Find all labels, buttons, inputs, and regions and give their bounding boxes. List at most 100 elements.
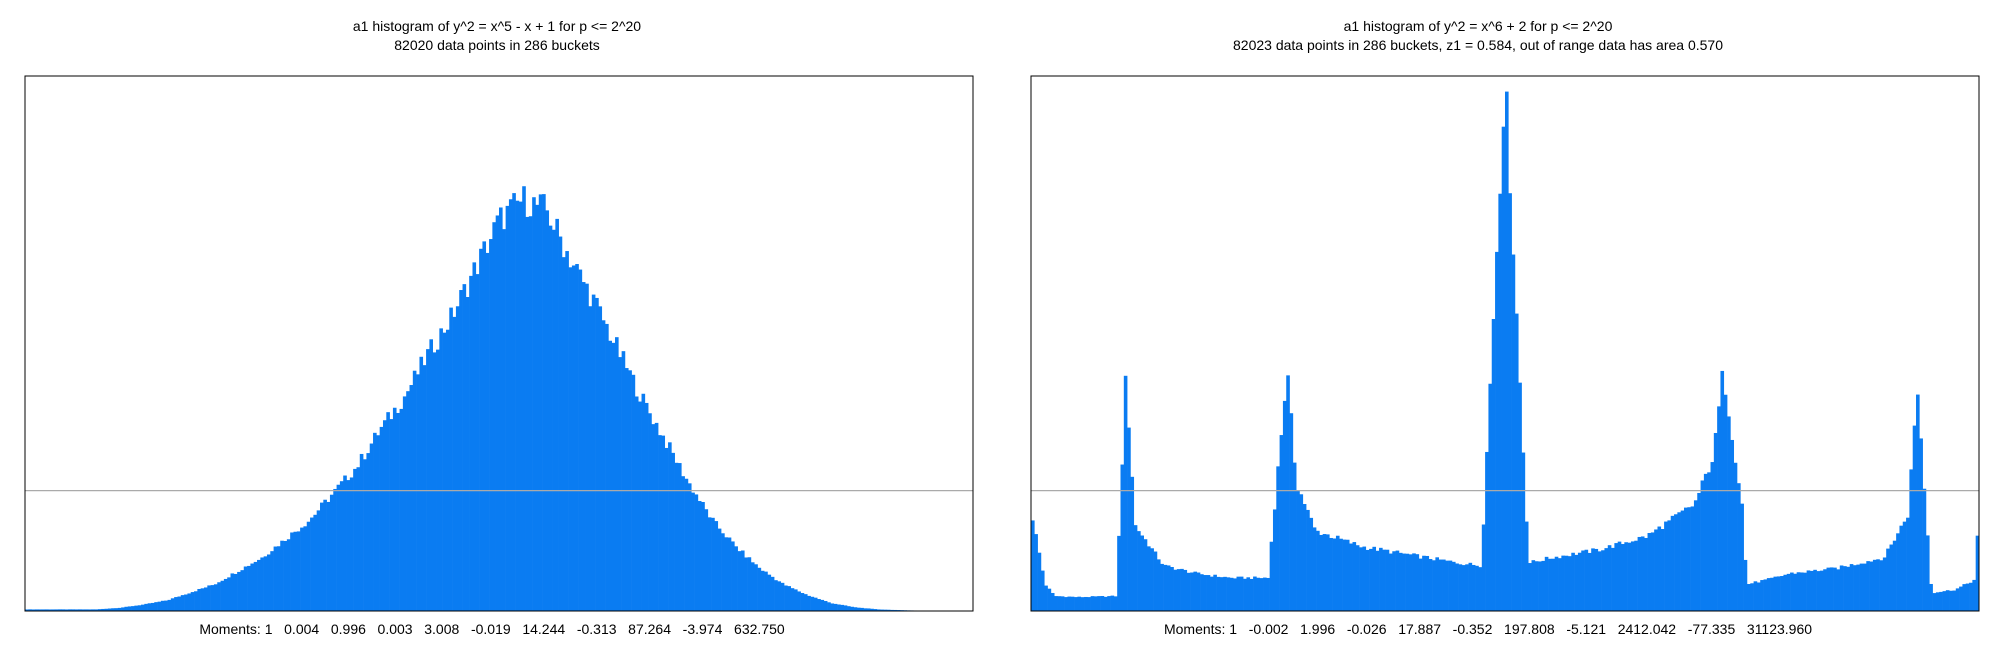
histogram-bar	[1077, 597, 1081, 611]
histogram-bar	[1747, 584, 1751, 611]
histogram-bar	[1727, 416, 1731, 611]
histogram-bar	[489, 239, 493, 611]
histogram-bar	[1933, 593, 1937, 611]
histogram-bar	[224, 579, 228, 611]
histogram-bar	[678, 463, 682, 611]
histogram-bar	[1717, 406, 1721, 611]
histogram-bar	[1803, 573, 1807, 611]
histogram-bar	[1432, 560, 1436, 611]
histogram-bar	[1227, 577, 1231, 611]
histogram-bar	[1936, 592, 1940, 611]
histogram-bar	[1386, 550, 1390, 611]
histogram-bar	[1246, 577, 1250, 611]
histogram-bar	[1820, 571, 1824, 611]
histogram-bar	[1856, 565, 1860, 611]
histogram-bar	[681, 476, 685, 611]
histogram-bar	[1485, 452, 1489, 611]
histogram-bar	[1081, 597, 1085, 611]
histogram-bar	[741, 551, 745, 612]
histogram-bar	[1906, 518, 1910, 611]
histogram-bar	[1886, 549, 1890, 611]
histogram-bar	[1130, 477, 1134, 611]
histogram-bar	[1177, 569, 1181, 611]
histogram-bar	[807, 596, 811, 611]
histogram-bar	[1657, 527, 1661, 611]
histogram-bar	[1591, 548, 1595, 611]
histogram-bar	[1919, 438, 1923, 611]
histogram-bar	[197, 589, 201, 611]
histogram-bar	[1677, 512, 1681, 611]
histogram-bar	[1121, 465, 1125, 611]
histogram-bar	[1323, 534, 1327, 611]
histogram-bar	[1044, 586, 1048, 611]
histogram-bar	[1767, 578, 1771, 611]
histogram-bar	[519, 202, 523, 611]
histogram-bar	[1290, 413, 1294, 611]
histogram-bar	[499, 207, 503, 611]
histogram-bar	[1174, 570, 1178, 611]
histogram-bar	[1667, 520, 1671, 611]
histogram-bar	[1598, 551, 1602, 611]
histogram-bar	[539, 194, 543, 611]
histogram-bar	[1382, 550, 1386, 611]
histogram-bar	[161, 601, 165, 611]
histogram-bar	[164, 601, 168, 611]
histogram-bar	[201, 588, 205, 611]
histogram-bar	[400, 409, 404, 611]
histogram-bar	[1730, 440, 1734, 611]
histogram-bar	[333, 489, 337, 611]
histogram-bar	[479, 249, 483, 611]
histogram-bar	[1101, 596, 1105, 611]
histogram-bar	[1366, 550, 1370, 611]
histogram-bar	[1621, 544, 1625, 611]
histogram-bar	[1051, 593, 1055, 611]
histogram-bar	[1797, 572, 1801, 611]
histogram-bar	[1349, 544, 1353, 611]
histogram-bar	[817, 599, 821, 611]
histogram-bar	[423, 365, 427, 611]
histogram-bar	[350, 477, 354, 611]
histogram-bar	[1850, 564, 1854, 611]
histogram-bar	[403, 396, 407, 611]
histogram-bar	[373, 433, 377, 611]
histogram-bar	[1896, 533, 1900, 611]
histogram-bar	[280, 541, 284, 611]
histogram-bar	[1372, 547, 1376, 611]
histogram-bar	[1638, 537, 1642, 611]
histogram-bar	[1336, 536, 1340, 611]
histogram-bar	[1866, 561, 1870, 611]
histogram-bar	[380, 427, 384, 611]
histogram-bar	[1734, 463, 1738, 611]
histogram-bar	[1140, 536, 1144, 611]
histogram-bar	[1548, 559, 1552, 611]
histogram-bar	[194, 591, 198, 611]
histogram-bar	[1555, 557, 1559, 611]
histogram-bar	[701, 502, 705, 611]
histogram-bar	[1939, 592, 1943, 611]
histogram-bar	[1353, 542, 1357, 611]
histogram-bar	[1127, 428, 1131, 611]
histogram-bar	[260, 557, 264, 611]
histogram-bar	[492, 222, 496, 611]
histogram-bar	[658, 435, 662, 611]
histogram-bar	[1714, 433, 1718, 611]
histogram-bar	[582, 282, 586, 611]
histogram-bar	[801, 593, 805, 611]
histogram-bar	[1134, 525, 1138, 611]
histogram-bar	[1807, 570, 1811, 611]
histogram-bar	[439, 328, 443, 611]
histogram-bar	[363, 459, 367, 611]
histogram-bar	[1329, 538, 1333, 611]
histogram-bar	[1664, 522, 1668, 611]
histogram-bar	[1250, 579, 1254, 611]
histogram-bar	[532, 197, 536, 611]
histogram-bar	[1535, 561, 1539, 611]
histogram-bar	[549, 226, 553, 611]
histogram-bar	[1210, 577, 1214, 611]
histogram-bar	[1303, 504, 1307, 611]
histogram-bar	[1608, 545, 1612, 611]
histogram-bar	[131, 606, 135, 611]
histogram-bar	[1634, 541, 1638, 611]
histogram-bar	[612, 343, 616, 611]
